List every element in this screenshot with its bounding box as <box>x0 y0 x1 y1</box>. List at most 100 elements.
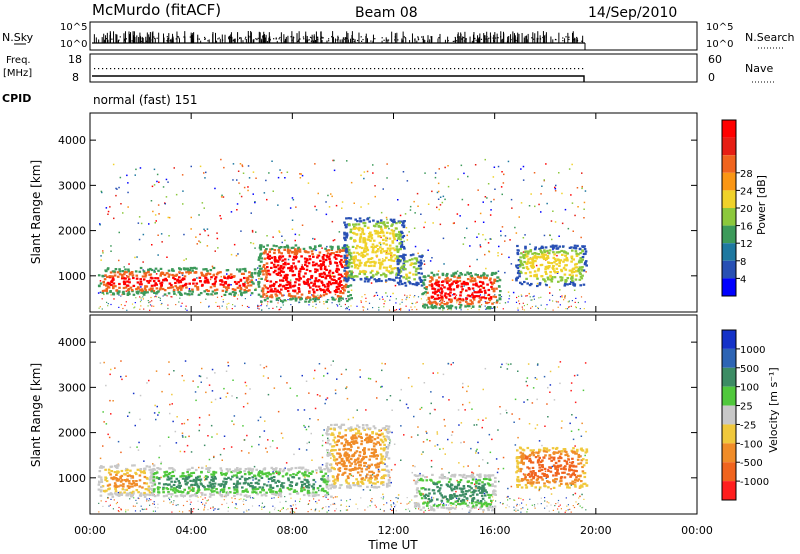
ground-point <box>401 301 403 303</box>
ground-point <box>579 308 581 310</box>
scatter-point <box>289 207 292 209</box>
ground-point <box>522 302 524 304</box>
scatter-point <box>214 398 217 401</box>
ground-point <box>226 502 228 504</box>
noise-dot <box>256 38 258 41</box>
scatter-point <box>396 239 398 242</box>
ground-point <box>442 309 444 311</box>
scatter-point <box>518 418 521 420</box>
scatter-point <box>155 273 158 275</box>
ground-point <box>150 499 152 501</box>
noise-trace <box>92 31 586 50</box>
scatter-point <box>120 360 122 362</box>
noise-dot <box>154 37 156 40</box>
scatter-point <box>547 386 549 389</box>
scatter-point <box>411 471 413 474</box>
ground-point <box>558 505 560 507</box>
ground-point <box>405 305 407 307</box>
ground-point <box>489 301 491 303</box>
scatter-point <box>463 441 465 443</box>
scatter-point <box>392 292 394 295</box>
scatter-point <box>547 468 549 471</box>
scatter-point <box>331 275 333 277</box>
noise-dot <box>402 40 404 42</box>
scatter-point <box>207 234 210 237</box>
ground-point <box>488 302 490 304</box>
colorbar-cell <box>722 155 736 173</box>
ground-point <box>125 509 127 511</box>
noise-dot <box>118 39 120 41</box>
ground-point <box>140 299 142 301</box>
noise-dot <box>321 36 323 38</box>
ground-point <box>578 497 580 499</box>
ground-point <box>523 309 525 311</box>
ground-point <box>142 298 144 300</box>
scatter-point <box>484 196 487 198</box>
nave-dot <box>350 68 352 70</box>
ground-point <box>531 504 533 506</box>
scatter-point <box>139 394 142 397</box>
ground-point <box>257 305 259 308</box>
scatter-point <box>458 462 460 464</box>
ground-point <box>520 497 522 500</box>
ground-point <box>492 499 494 501</box>
scatter-point <box>434 176 437 179</box>
scatter-point <box>120 375 122 378</box>
scatter-point <box>462 386 464 389</box>
ground-point <box>348 505 350 507</box>
ground-point <box>218 508 220 510</box>
nave-dot <box>526 68 528 70</box>
noise-dot <box>257 37 259 40</box>
ground-point <box>434 503 436 505</box>
scatter-point <box>447 165 449 167</box>
ground-point <box>486 297 488 299</box>
scatter-point <box>317 192 319 195</box>
scatter-point <box>394 284 397 287</box>
noise-dot <box>239 37 241 39</box>
scatter-point <box>315 472 318 474</box>
scatter-point <box>239 163 242 165</box>
ground-point <box>231 497 233 499</box>
noise-dot <box>168 38 170 40</box>
ground-point <box>533 295 535 297</box>
scatter-point <box>490 209 492 211</box>
ground-point <box>213 509 215 511</box>
y-tick-label: 1000 <box>58 270 86 283</box>
scatter-point <box>314 163 316 165</box>
scatter-point <box>369 378 372 380</box>
noise-dot <box>331 36 333 38</box>
ground-point <box>568 300 570 302</box>
freq-left-high: 18 <box>68 53 82 66</box>
noise-dot <box>244 38 246 40</box>
scatter-point <box>291 219 294 221</box>
ground-point <box>573 506 576 509</box>
ground-point <box>277 496 279 498</box>
ground-point <box>469 511 471 513</box>
scatter-point <box>572 230 574 232</box>
scatter-point <box>207 435 209 437</box>
scatter-point <box>381 385 383 388</box>
ground-point <box>513 506 515 508</box>
scatter-point <box>103 293 105 296</box>
ground-point <box>519 504 521 506</box>
ground-point <box>282 304 284 306</box>
scatter-point <box>297 409 299 411</box>
nave-dot <box>134 68 136 70</box>
ground-point <box>99 306 101 308</box>
noise-dot <box>279 36 281 39</box>
scatter-point <box>336 378 338 380</box>
noise-dot <box>562 40 564 42</box>
colorbar-cell <box>722 481 736 500</box>
scatter-point <box>543 234 546 237</box>
ground-point <box>564 296 566 298</box>
scatter-point <box>208 384 211 386</box>
scatter-point <box>479 212 482 215</box>
scatter-point <box>327 437 329 440</box>
scatter-point <box>492 176 495 178</box>
scatter-point <box>254 201 256 203</box>
scatter-point <box>497 270 500 272</box>
ground-point <box>580 296 583 298</box>
ground-point <box>382 498 384 500</box>
scatter-point <box>168 235 170 237</box>
scatter-point <box>572 438 575 441</box>
